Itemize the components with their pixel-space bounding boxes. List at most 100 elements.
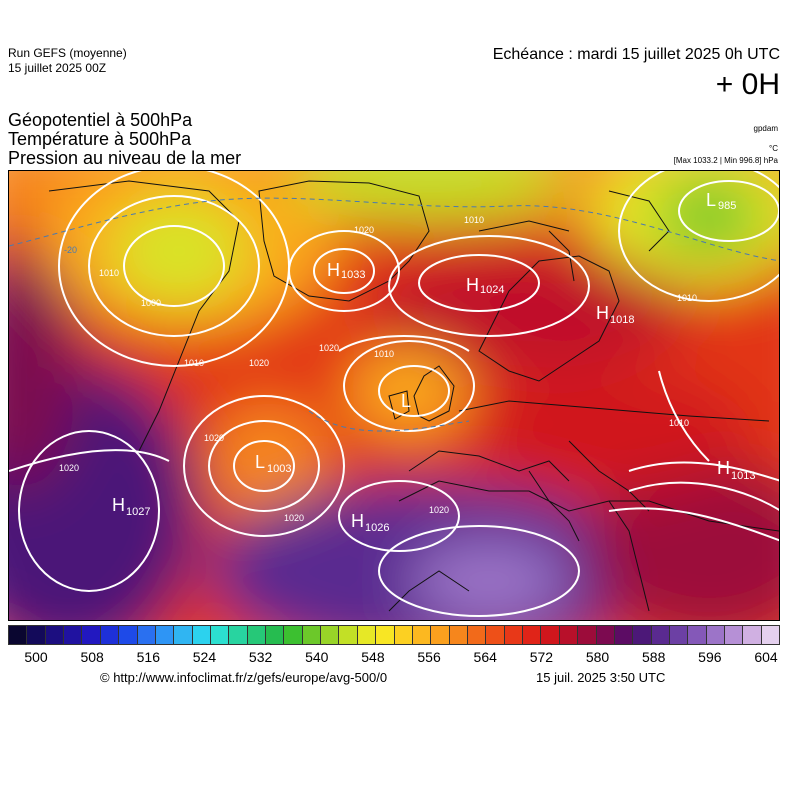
colorbar-tick-label: 596 — [698, 649, 722, 665]
high-center-value: 1027 — [126, 506, 150, 518]
isobar-labels: 1010 1000 1010 1020 1020 1010 1020 1020 … — [59, 215, 697, 523]
colorbar-swatch — [761, 626, 780, 644]
colorbar-swatch — [302, 626, 322, 644]
colorbar-tick-label: 580 — [585, 649, 610, 665]
colorbar-swatch — [192, 626, 211, 644]
field-pressure-label: Pression au niveau de la mer — [8, 148, 242, 168]
colorbar-swatch — [321, 626, 340, 644]
temperature-label: -20 — [64, 245, 77, 255]
field-geopotential-label: Géopotentiel à 500hPa — [8, 110, 193, 130]
colorbar-swatch — [284, 626, 303, 644]
high-center: H — [327, 260, 340, 280]
colorbar-swatch — [339, 626, 358, 644]
run-date: 15 juillet 2025 00Z — [8, 61, 107, 75]
colorbar-tick-label: 564 — [473, 649, 497, 665]
generation-time: 15 juil. 2025 3:50 UTC — [536, 670, 666, 685]
map-canvas: -20 1010 1000 1010 1020 1020 1010 1020 1… — [9, 171, 779, 620]
colorbar-tick-label: 524 — [192, 649, 217, 665]
colorbar-tick-label: 540 — [305, 649, 329, 665]
svg-text:1020: 1020 — [59, 463, 79, 473]
colorbar-swatch — [266, 626, 285, 644]
colorbar-tick-label: 572 — [529, 649, 554, 665]
land-outlines — [48, 180, 779, 612]
colorbar-swatch — [467, 626, 487, 644]
colorbar-swatch — [82, 626, 101, 644]
colorbar-swatch — [596, 626, 615, 644]
geopotential-field — [9, 171, 779, 620]
low-center-value: 1003 — [267, 463, 291, 475]
colorbar-tick-label: 532 — [248, 649, 273, 665]
colorbar-swatch — [100, 626, 120, 644]
colorbar-ticks: 500 508 516 524 532 540 548 556 564 572 580 588 596 6… — [8, 649, 780, 667]
colorbar-swatch — [725, 626, 744, 644]
colorbar-tick-label: 508 — [80, 649, 104, 665]
high-center-value: 1033 — [341, 269, 365, 281]
colorbar-tick-label: 588 — [642, 649, 666, 665]
colorbar-swatch — [376, 626, 395, 644]
unit-gpdam: gpdam — [753, 124, 778, 133]
high-center: H — [596, 303, 609, 323]
svg-text:1020: 1020 — [429, 505, 449, 515]
colorbar-swatch — [559, 626, 579, 644]
colorbar-swatch — [743, 626, 762, 644]
colorbar-swatch — [431, 626, 450, 644]
colorbar-swatch — [578, 626, 597, 644]
temperature-isotherms — [9, 197, 779, 432]
colorbar-swatch — [633, 626, 652, 644]
svg-text:1010: 1010 — [677, 293, 697, 303]
colorbar-swatch — [229, 626, 248, 644]
weather-map: -20 1010 1000 1010 1020 1020 1010 1020 1… — [8, 170, 780, 621]
svg-text:1020: 1020 — [204, 433, 224, 443]
colorbar-swatch — [614, 626, 634, 644]
high-center: H — [466, 275, 479, 295]
svg-text:1020: 1020 — [249, 358, 269, 368]
isobars — [9, 171, 779, 617]
unit-celsius: °C — [769, 144, 778, 153]
colorbar-swatch — [210, 626, 230, 644]
field-temperature-label: Température à 500hPa — [8, 129, 192, 149]
svg-text:1020: 1020 — [319, 343, 339, 353]
colorbar-tick-label: 604 — [754, 649, 778, 665]
low-center-value: 985 — [718, 200, 736, 212]
low-center: L — [255, 452, 265, 472]
colorbar-swatch — [45, 626, 65, 644]
copyright-link[interactable]: © http://www.infoclimat.fr/z/gefs/europe… — [100, 670, 388, 685]
colorbar — [8, 625, 780, 645]
run-title: Run GEFS (moyenne) — [8, 46, 127, 60]
colorbar-tick-label: 556 — [417, 649, 441, 665]
svg-text:1010: 1010 — [184, 358, 204, 368]
low-center: L — [401, 391, 411, 411]
colorbar-swatch — [394, 626, 413, 644]
colorbar-swatch — [541, 626, 560, 644]
colorbar-swatch — [651, 626, 670, 644]
colorbar-tick-label: 548 — [361, 649, 385, 665]
svg-text:1010: 1010 — [464, 215, 484, 225]
colorbar-swatch — [706, 626, 726, 644]
high-center: H — [351, 511, 364, 531]
svg-text:1010: 1010 — [99, 268, 119, 278]
colorbar-swatch — [504, 626, 524, 644]
colorbar-swatch — [449, 626, 468, 644]
high-center: H — [112, 495, 125, 515]
high-center-value: 1018 — [610, 314, 634, 326]
colorbar-swatch — [412, 626, 432, 644]
colorbar-swatch — [247, 626, 267, 644]
high-center-value: 1024 — [480, 284, 504, 296]
colorbar-swatch — [174, 626, 193, 644]
colorbar-swatch — [9, 626, 28, 644]
high-center-value: 1026 — [365, 522, 389, 534]
high-center-value: 1013 — [731, 470, 755, 482]
colorbar-tick-label: 500 — [24, 649, 48, 665]
low-center: L — [706, 190, 716, 210]
forecast-hour: + 0H — [715, 68, 780, 101]
colorbar-swatch — [155, 626, 175, 644]
colorbar-swatch — [669, 626, 689, 644]
colorbar-swatch — [688, 626, 707, 644]
svg-text:1020: 1020 — [354, 225, 374, 235]
colorbar-swatch — [357, 626, 377, 644]
colorbar-swatch — [486, 626, 505, 644]
svg-text:1010: 1010 — [374, 349, 394, 359]
forecast-valid-time: Echéance : mardi 15 juillet 2025 0h UTC — [492, 46, 780, 63]
colorbar-swatch — [64, 626, 83, 644]
svg-text:1020: 1020 — [284, 513, 304, 523]
